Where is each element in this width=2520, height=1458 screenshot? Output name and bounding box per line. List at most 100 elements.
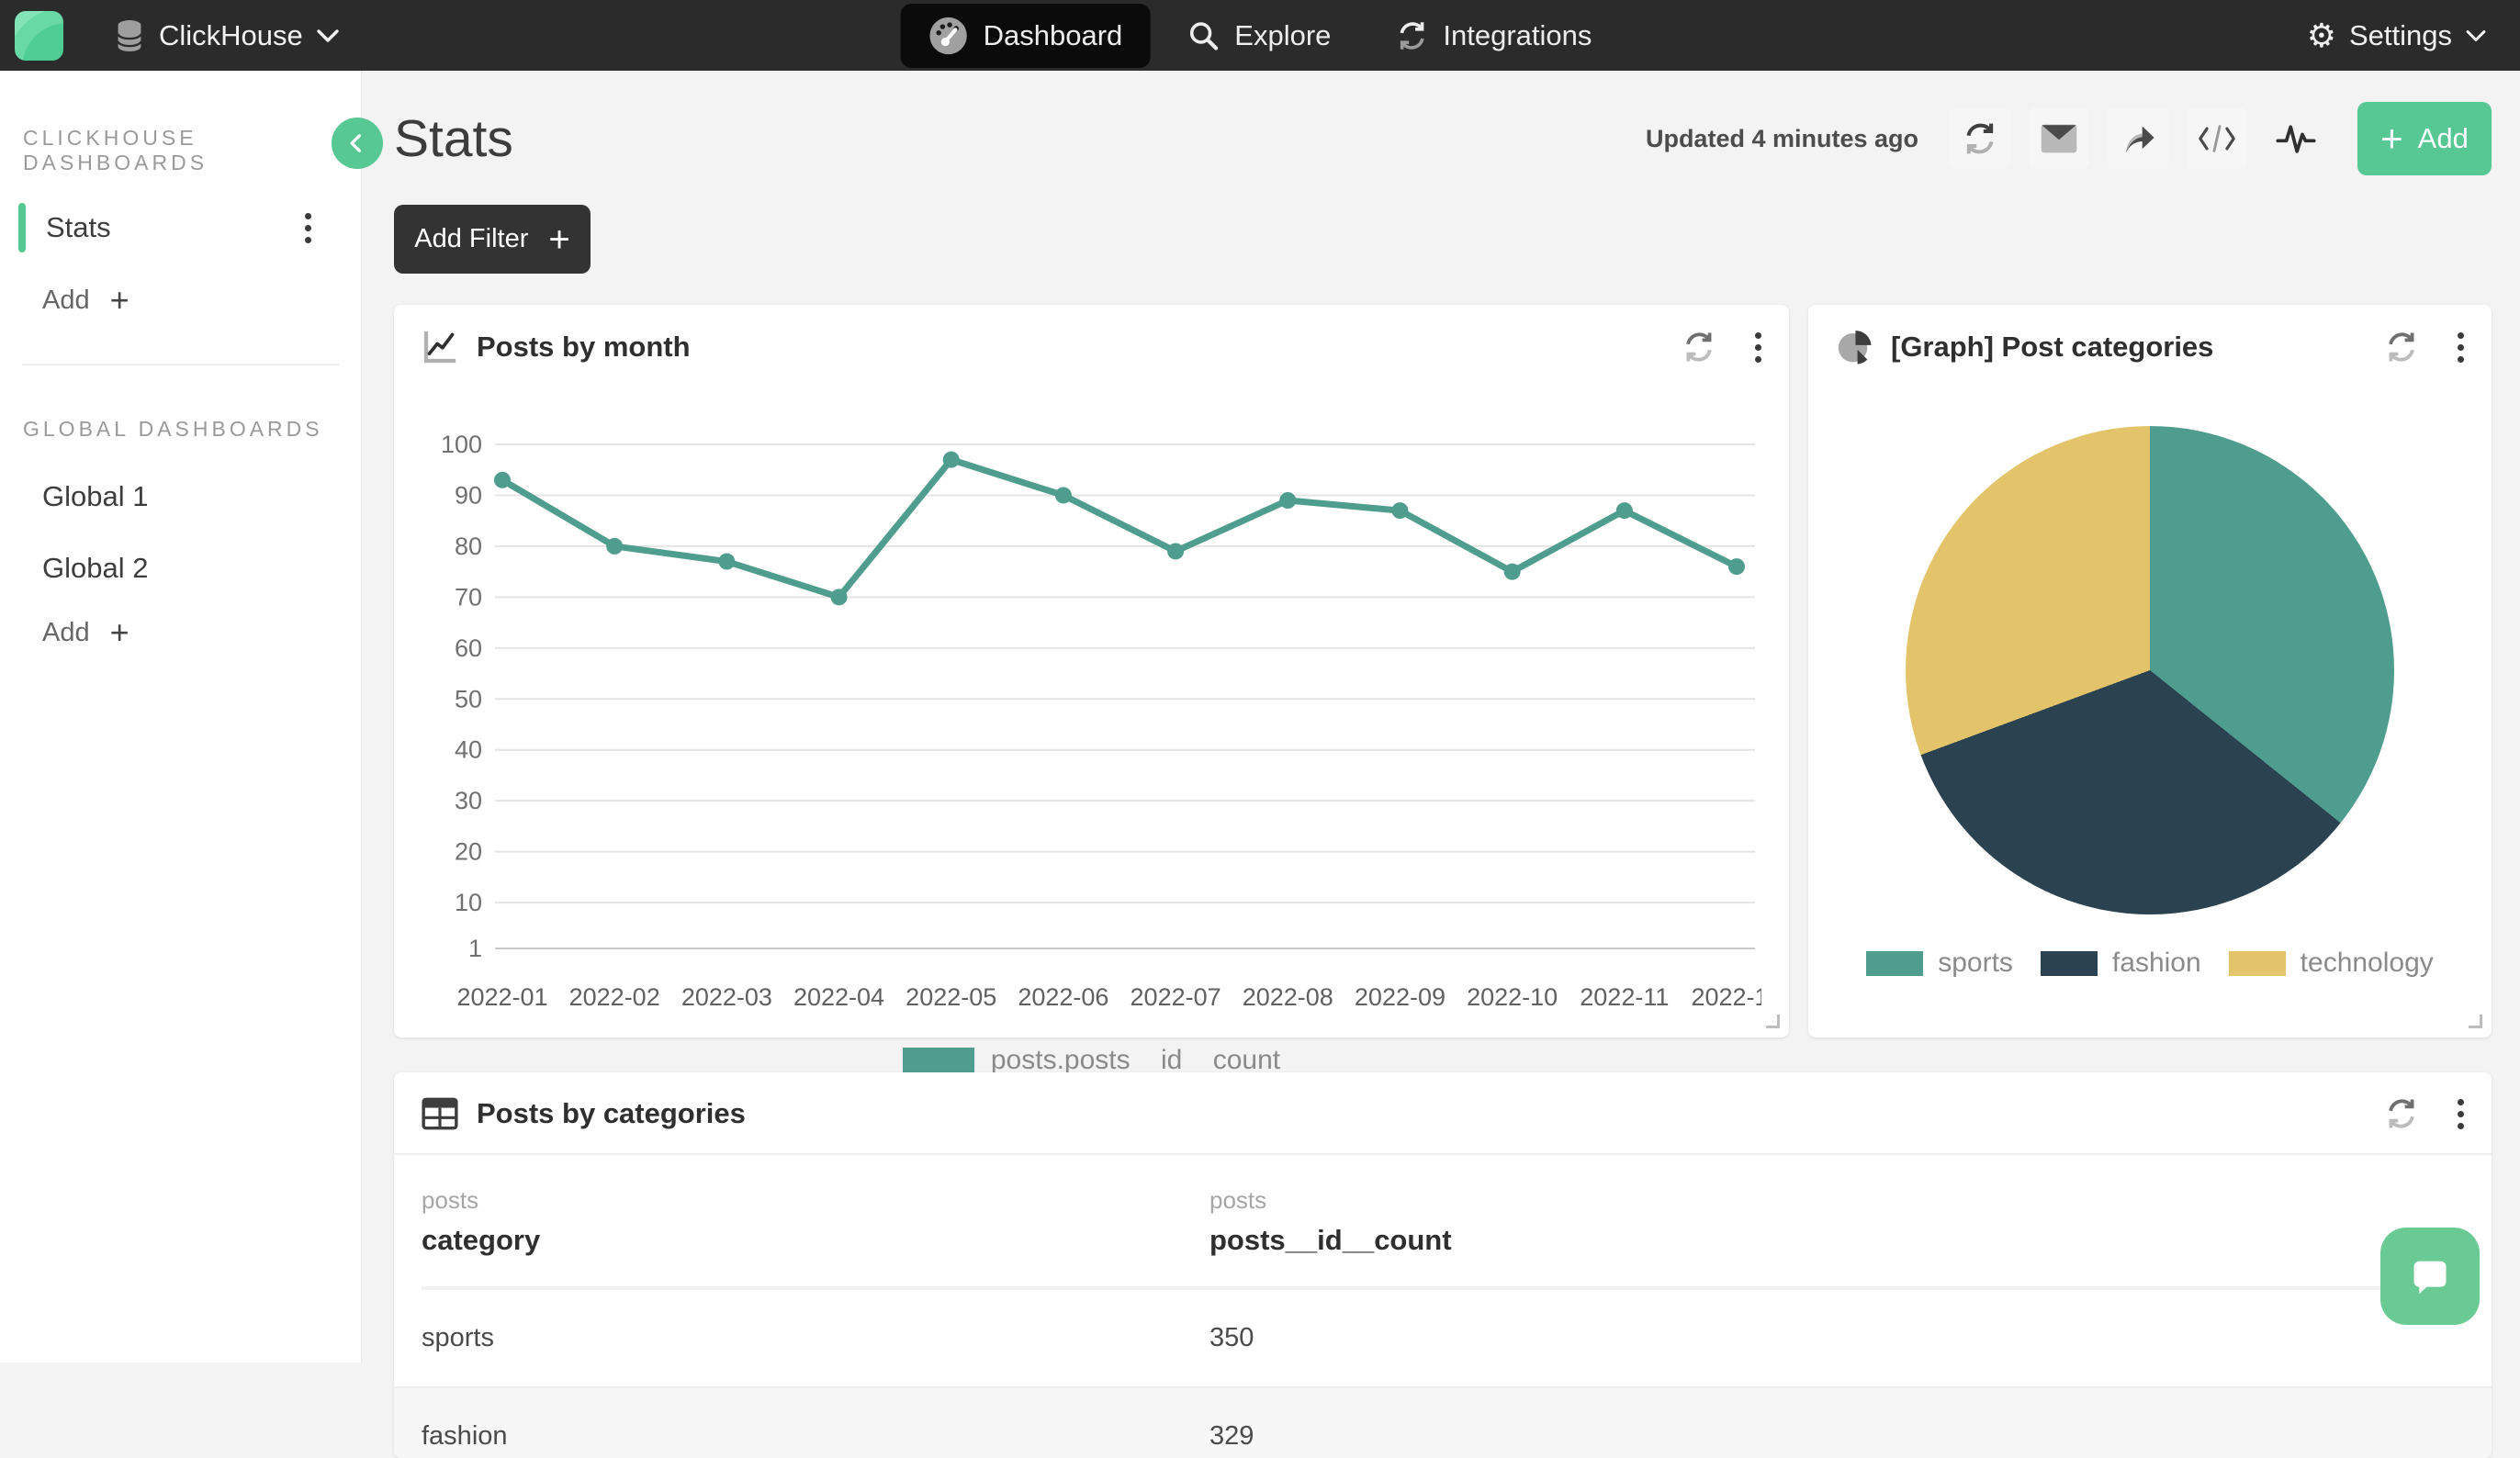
sidebar-collapse-button[interactable] [332,118,383,169]
legend-label: posts.posts__id__count [991,1045,1280,1076]
app-logo[interactable] [15,11,63,61]
header-actions: Updated 4 minutes ago [1646,102,2492,175]
svg-text:2022-08: 2022-08 [1243,983,1333,1011]
settings-menu[interactable]: ⚙ Settings [2307,19,2487,52]
svg-text:2022-05: 2022-05 [906,983,996,1011]
resize-handle[interactable] [2469,1015,2482,1028]
cell-count: 329 [1209,1388,2464,1458]
legend-swatch [1866,951,1923,976]
legend-swatch [2229,951,2286,976]
refresh-icon [1962,120,1998,157]
svg-text:2022-03: 2022-03 [681,983,772,1011]
datasource-switcher[interactable]: ClickHouse [113,18,340,53]
add-filter-button[interactable]: Add Filter + [394,205,591,274]
add-label: Add [42,618,90,648]
envelope-icon [2040,122,2078,155]
database-icon [113,18,146,53]
svg-text:40: 40 [455,736,482,764]
table-header-row: posts category posts posts__id__count [422,1155,2464,1290]
svg-text:2022-07: 2022-07 [1131,983,1221,1011]
sync-icon [1395,19,1428,52]
column-header-category[interactable]: posts category [422,1186,1209,1257]
svg-text:1: 1 [468,935,482,962]
sidebar: CLICKHOUSE DASHBOARDS Stats Add + GLOBAL… [0,71,362,1363]
plus-icon: + [110,287,129,314]
tab-explore[interactable]: Explore [1159,4,1358,68]
datasource-label: ClickHouse [159,19,303,52]
svg-text:100: 100 [441,431,482,458]
data-table: posts category posts posts__id__count sp… [422,1155,2464,1458]
plus-icon: + [110,620,129,646]
svg-text:2022-04: 2022-04 [793,983,884,1011]
tab-label: Explore [1234,19,1331,52]
kebab-menu-icon[interactable] [305,213,311,243]
cell-category: sports [422,1290,1209,1386]
card-header: [Graph] Post categories [1808,305,2492,365]
cell-category: fashion [422,1388,1209,1458]
tab-label: Integrations [1443,19,1592,52]
add-button-label: Add [2418,122,2469,155]
activity-button[interactable] [2266,108,2326,169]
legend-item-sports: sports [1866,948,2013,979]
svg-text:20: 20 [455,838,482,866]
embed-code-button[interactable] [2187,108,2247,169]
pie-legend: sports fashion technology [1808,948,2492,979]
card-post-categories: [Graph] Post categories [1808,305,2492,1037]
code-icon [2197,123,2237,154]
nav-tabs: Dashboard Explore Integrations [901,0,1620,71]
tab-dashboard[interactable]: Dashboard [901,4,1151,68]
refresh-button[interactable] [1950,108,2010,169]
chat-widget-button[interactable] [2380,1228,2480,1325]
card-refresh-button[interactable] [2384,330,2419,364]
legend-label: sports [1938,948,2013,979]
svg-text:50: 50 [455,685,482,712]
table-row[interactable]: fashion 329 [394,1386,2492,1458]
card-title: Posts by categories [477,1097,746,1130]
sidebar-item-global-2[interactable]: Global 2 [42,552,361,585]
add-panel-button[interactable]: + Add [2357,102,2492,175]
sidebar-divider [22,364,339,365]
top-nav: ClickHouse Dashboard [0,0,2520,71]
page-title: Stats [394,108,513,169]
email-button[interactable] [2029,108,2089,169]
gear-icon: ⚙ [2307,19,2336,52]
add-label: Add [42,286,90,316]
card-refresh-button[interactable] [2384,1096,2419,1131]
chevron-left-icon [344,130,370,156]
card-refresh-button[interactable] [1682,330,1716,364]
share-button[interactable] [2108,108,2168,169]
sidebar-section-global: GLOBAL DASHBOARDS [23,417,361,442]
svg-text:2022-12: 2022-12 [1691,983,1761,1011]
svg-text:70: 70 [455,583,482,611]
column-header-count[interactable]: posts posts__id__count [1209,1186,2464,1257]
updated-timestamp: Updated 4 minutes ago [1646,125,1918,153]
sidebar-add-dashboard[interactable]: Add + [42,286,361,316]
pie-chart[interactable] [1906,426,2394,914]
share-forward-icon [2120,120,2156,157]
svg-text:10: 10 [455,889,482,916]
legend-label: fashion [2112,948,2201,979]
sidebar-add-global-dashboard[interactable]: Add + [42,618,361,648]
sidebar-item-stats[interactable]: Stats [18,203,361,252]
table-row[interactable]: sports 350 [422,1290,2464,1386]
pie-chart-icon [1836,329,1873,365]
svg-text:2022-01: 2022-01 [456,983,547,1011]
svg-text:2022-10: 2022-10 [1467,983,1558,1011]
pulse-icon [2276,122,2316,155]
sidebar-section-clickhouse: CLICKHOUSE DASHBOARDS [23,126,361,175]
resize-handle[interactable] [1766,1015,1780,1028]
kebab-menu-icon[interactable] [1755,332,1761,363]
sidebar-item-global-1[interactable]: Global 1 [42,480,361,513]
chart-legend: posts.posts__id__count [394,1045,1789,1076]
chevron-down-icon [2465,28,2487,43]
page-header: Stats Updated 4 minutes ago [394,96,2492,181]
card-posts-by-categories: Posts by categories posts category [394,1072,2492,1458]
add-filter-label: Add Filter [414,224,528,254]
kebab-menu-icon[interactable] [2458,1099,2464,1129]
svg-text:90: 90 [455,481,482,509]
tab-integrations[interactable]: Integrations [1367,4,1619,68]
kebab-menu-icon[interactable] [2458,332,2464,363]
